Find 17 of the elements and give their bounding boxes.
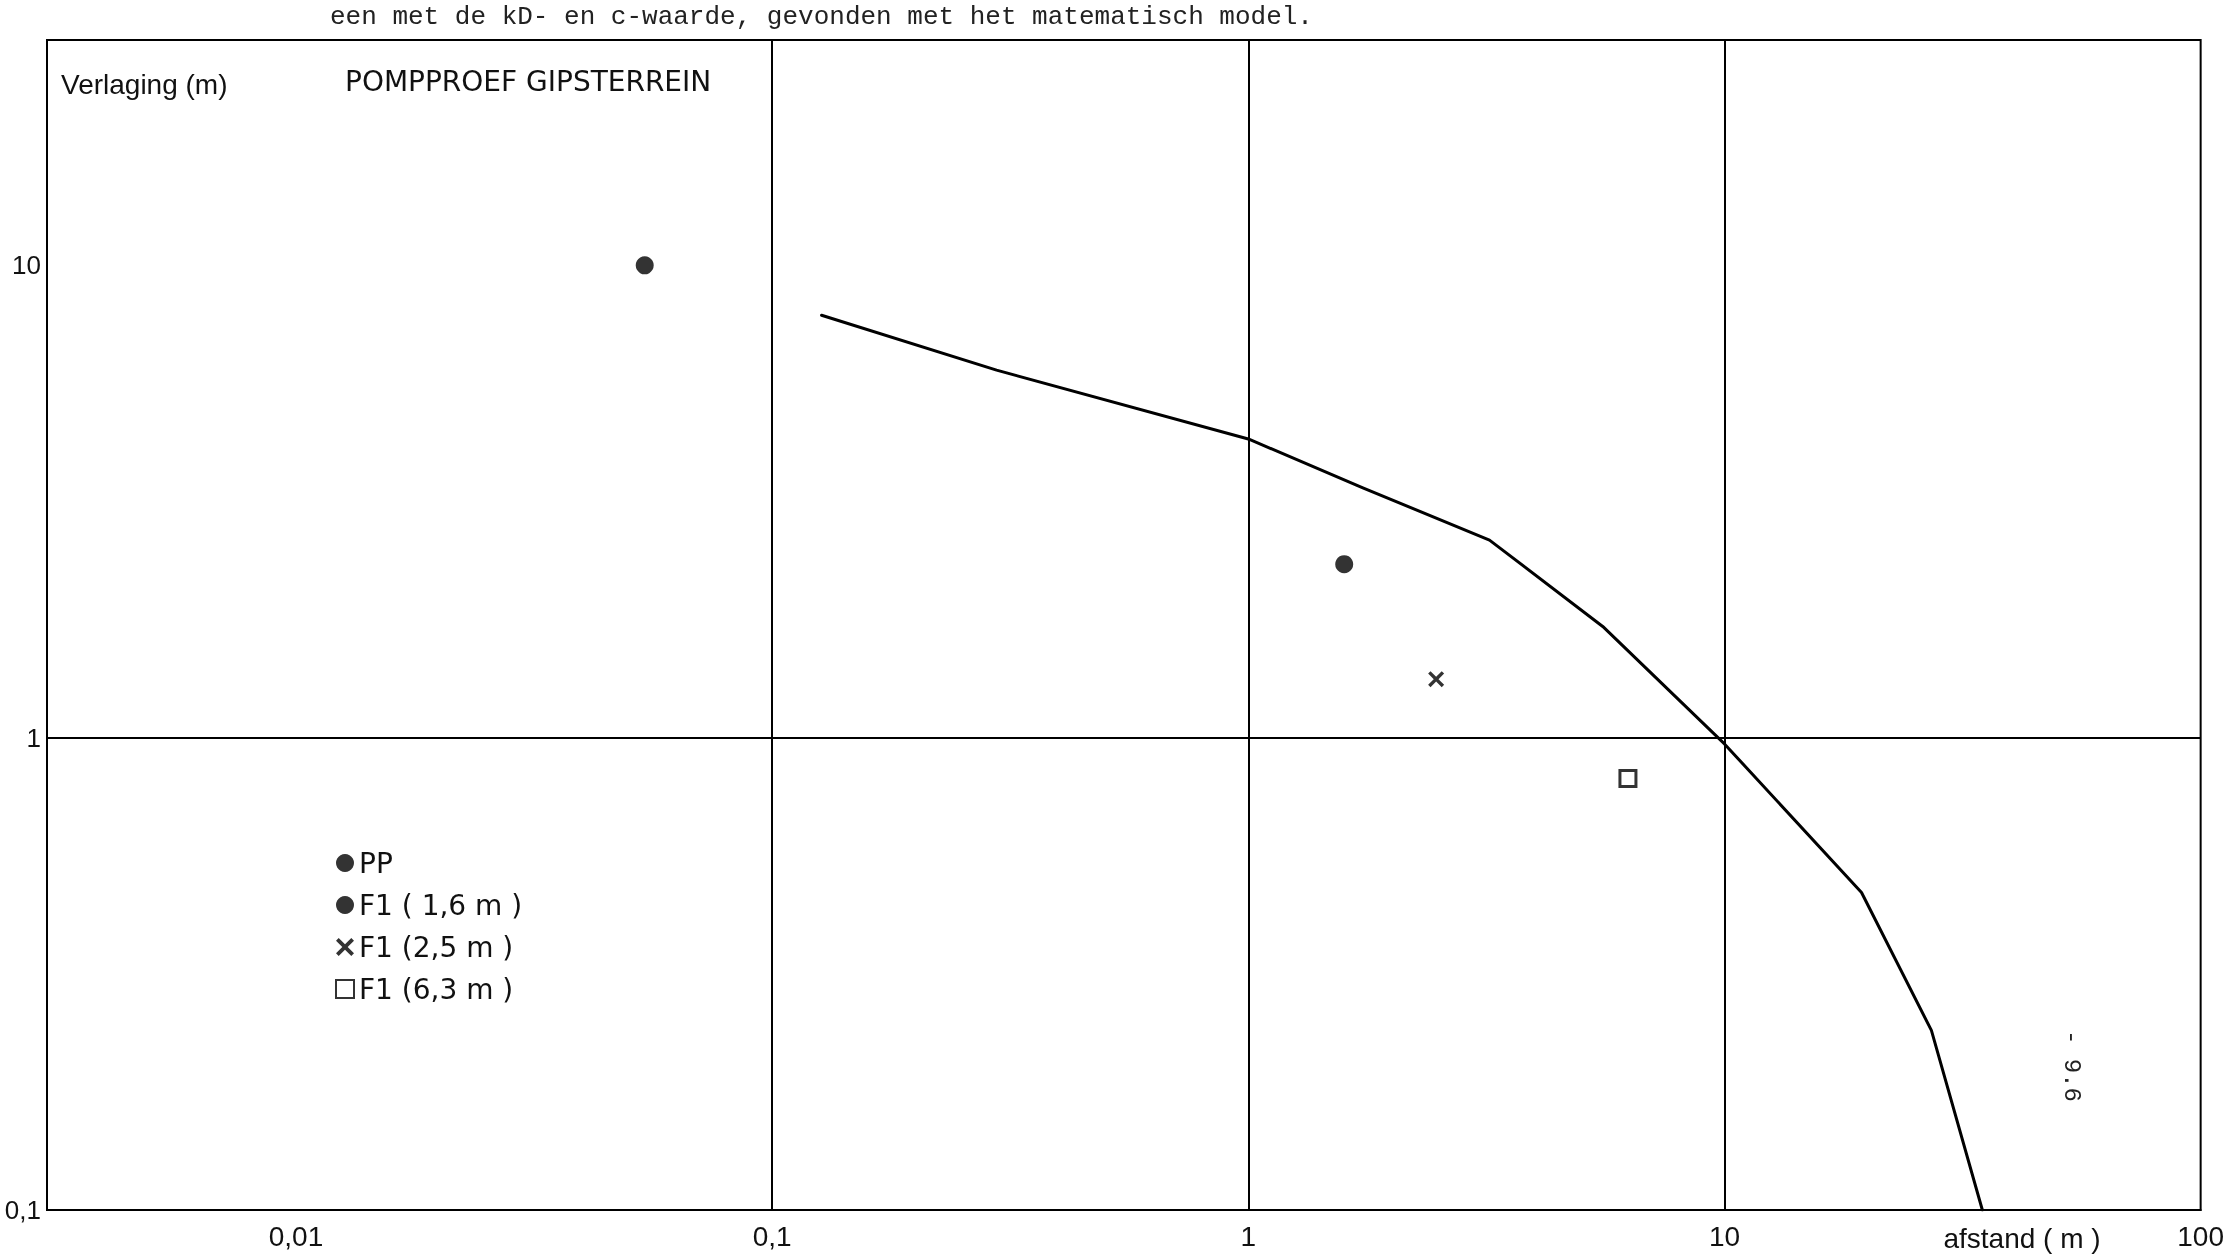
x-axis-title: afstand ( m ) xyxy=(1943,1222,2101,1254)
y-tick-label: 10 xyxy=(12,250,41,281)
annotation: - 9.6 xyxy=(2058,1030,2085,1103)
x-tick-label: 0,1 xyxy=(752,1220,792,1252)
legend-label: PP xyxy=(359,846,393,880)
x-tick-label: 100 xyxy=(2177,1220,2224,1252)
y-tick-label: 1 xyxy=(26,722,41,753)
x-tick-label: 1 xyxy=(1240,1220,1257,1252)
x-tick-label: 10 xyxy=(1708,1220,1741,1252)
legend-label: F1 (6,3 m ) xyxy=(359,972,514,1006)
y-axis-title: Verlaging (m) xyxy=(61,68,228,100)
legend-label: F1 (2,5 m ) xyxy=(359,930,514,964)
text: een met de kD- en c-waarde, gevonden met het matematisch model. xyxy=(330,2,1313,32)
x-tick-label: 0,01 xyxy=(268,1220,324,1252)
text: POMPPROEF GIPSTERREIN xyxy=(345,64,712,98)
legend-label: F1 ( 1,6 m ) xyxy=(359,888,523,922)
y-tick-label: 0,1 xyxy=(4,1195,41,1225)
